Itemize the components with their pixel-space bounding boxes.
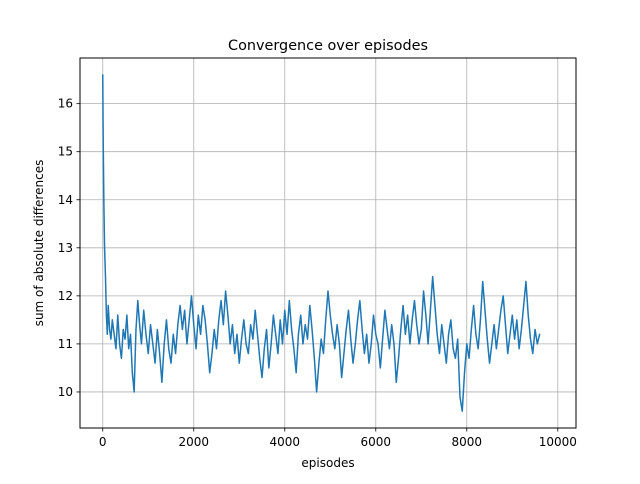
y-tick-label: 16 xyxy=(58,97,73,111)
series-layer xyxy=(102,74,541,412)
y-tick-label: 13 xyxy=(58,241,73,255)
y-tick-label: 14 xyxy=(58,193,73,207)
x-tick-label: 6000 xyxy=(361,435,392,449)
x-tick-label: 8000 xyxy=(452,435,483,449)
x-axis-ticks: 0 2000 4000 6000 8000 10000 xyxy=(99,428,577,449)
y-axis-ticks: 10 11 12 13 14 15 16 xyxy=(58,97,80,399)
y-tick-label: 12 xyxy=(58,289,73,303)
y-axis-label: sum of absolute differences xyxy=(32,160,46,327)
grid xyxy=(80,58,576,428)
chart-title: Convergence over episodes xyxy=(228,38,428,54)
series-line-convergence xyxy=(102,74,541,412)
plot-frame xyxy=(79,57,577,429)
x-tick-label: 2000 xyxy=(178,435,209,449)
x-tick-label: 0 xyxy=(99,435,107,449)
y-tick-label: 15 xyxy=(58,145,73,159)
x-axis-label: episodes xyxy=(301,456,354,470)
y-tick-label: 10 xyxy=(58,385,73,399)
y-tick-label: 11 xyxy=(58,337,73,351)
x-tick-label: 10000 xyxy=(539,435,577,449)
x-tick-label: 4000 xyxy=(269,435,300,449)
